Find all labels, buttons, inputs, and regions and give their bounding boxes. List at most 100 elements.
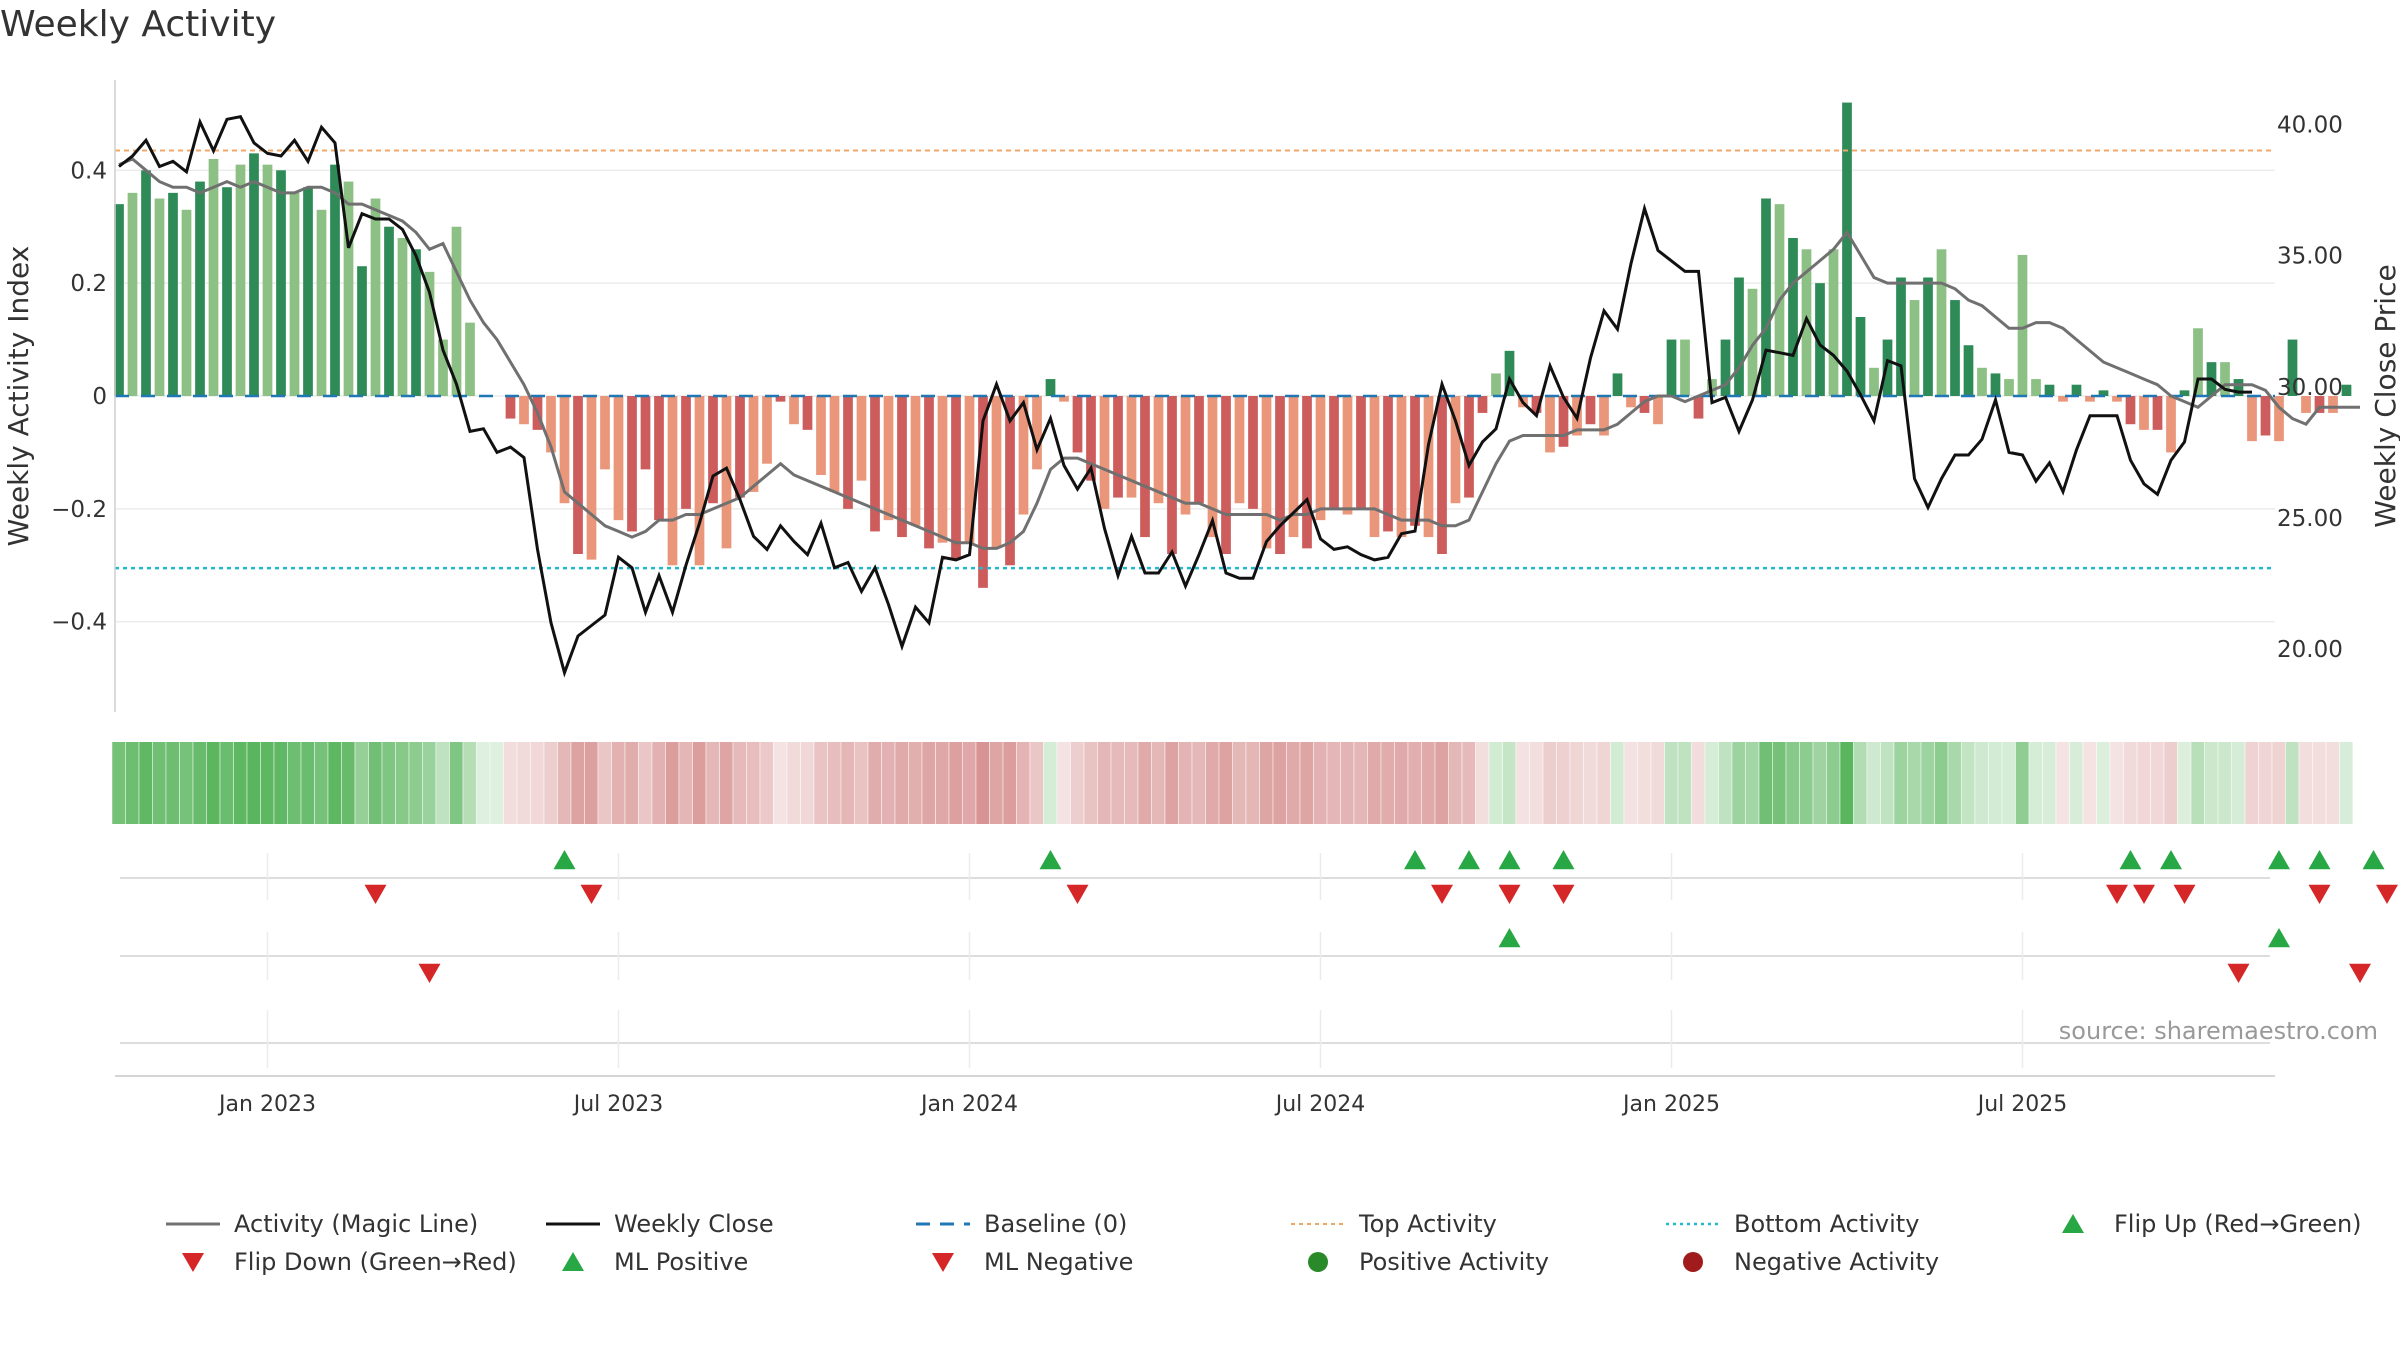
ml-negative-marker (2349, 963, 2371, 983)
activity-bar (721, 396, 732, 549)
heat-cell (2191, 742, 2205, 824)
activity-bar (1315, 396, 1326, 521)
heat-cell (301, 742, 315, 824)
activity-bar (775, 396, 786, 402)
heat-cell (1300, 742, 1314, 824)
activity-bar (195, 181, 205, 396)
heat-cell (1381, 742, 1395, 824)
activity-bar (1693, 396, 1704, 419)
activity-bar (1113, 396, 1123, 498)
tri-up-swatch (2062, 1214, 2084, 1233)
heat-cell (1759, 742, 1773, 824)
weekly-activity-chart: 0.4 0.2 0 −0.2 −0.4 40.00 35.00 30.00 25.00 20.00… (2, 80, 2400, 1117)
legend-item: ML Negative (910, 1243, 1133, 1281)
activity-bar (600, 396, 610, 470)
legend-label: Bottom Activity (1734, 1210, 1920, 1238)
legend-label: Negative Activity (1734, 1248, 1940, 1276)
heat-cell (1637, 742, 1651, 824)
heat-cell (1948, 742, 1962, 824)
heat-cell (2339, 742, 2353, 824)
activity-bar (1018, 396, 1029, 515)
activity-bar (1720, 339, 1731, 396)
heat-cell (260, 742, 274, 824)
heat-cell (1124, 742, 1138, 824)
activity-bar (2004, 379, 2014, 396)
activity-bar (1383, 396, 1393, 532)
activity-bar (802, 396, 813, 430)
heat-cell (1043, 742, 1057, 824)
heat-cell (1934, 742, 1948, 824)
x-tick-label: Jan 2024 (919, 1092, 1018, 1117)
activity-bar (2274, 396, 2284, 442)
activity-bar (1504, 350, 1515, 396)
activity-bar (1815, 283, 1825, 396)
ml-negative-marker (2227, 963, 2250, 983)
heat-cell (1745, 742, 1759, 824)
activity-bar (2233, 379, 2244, 396)
activity-bar (438, 339, 448, 396)
heat-cell (517, 742, 531, 824)
activity-bar (2247, 396, 2257, 442)
activity-bar (613, 396, 624, 521)
heat-cell (679, 742, 693, 824)
activity-bar (1059, 396, 1069, 402)
heat-cell (1327, 742, 1341, 824)
heat-cell (1421, 742, 1435, 824)
heat-cell (1138, 742, 1152, 824)
heat-cell (1516, 742, 1530, 824)
heat-cell (2258, 742, 2272, 824)
heat-cell (1799, 742, 1813, 824)
heat-cell (2110, 742, 2124, 824)
activity-bar (343, 181, 354, 396)
activity-bar (883, 396, 894, 521)
heat-cell (1273, 742, 1287, 824)
heat-cell (2056, 742, 2070, 824)
activity-bar (1612, 373, 1623, 396)
activity-bar (1234, 396, 1245, 504)
tri-up-swatch (562, 1252, 584, 1271)
heat-cell (1894, 742, 1908, 824)
activity-bar (1086, 396, 1096, 481)
heat-cell (166, 742, 180, 824)
heat-cell (1718, 742, 1732, 824)
heat-cell (719, 742, 733, 824)
heat-cell (125, 742, 139, 824)
flip-up-marker (2308, 850, 2331, 870)
activity-bar (829, 396, 840, 492)
activity-bar (1855, 317, 1866, 396)
activity-bar (1437, 396, 1447, 554)
activity-bar (303, 187, 313, 396)
heat-cell (1030, 742, 1044, 824)
heat-cell (2218, 742, 2232, 824)
heat-cell (503, 742, 517, 824)
heat-cell (1543, 742, 1557, 824)
heat-cell (1907, 742, 1921, 824)
heat-cell (1057, 742, 1071, 824)
activity-bar (1072, 396, 1083, 453)
ml-positive-marker (2268, 928, 2290, 948)
flip-up-marker (2160, 850, 2182, 870)
legend: Activity (Magic Line) Weekly Close Baselin… (160, 1205, 2400, 1285)
activity-bar (870, 396, 880, 532)
heat-cell (193, 742, 207, 824)
activity-bar (2071, 384, 2082, 396)
heat-cell (584, 742, 598, 824)
activity-bar (910, 396, 921, 526)
heat-cell (773, 742, 787, 824)
activity-bar (1464, 396, 1474, 498)
activity-bar (1450, 396, 1461, 504)
activity-bar (694, 396, 705, 566)
heat-cell (341, 742, 355, 824)
activity-bar (289, 192, 300, 396)
heat-cell (1354, 742, 1368, 824)
x-tick-label: Jul 2024 (1274, 1092, 1366, 1117)
heat-cell (1772, 742, 1786, 824)
flip-up-marker (1498, 850, 1521, 870)
heat-cell (881, 742, 895, 824)
heat-cell (1475, 742, 1489, 824)
activity-bar (1477, 396, 1488, 413)
y2-axis-label: Weekly Close Price (2369, 264, 2400, 527)
activity-bar (1963, 345, 1974, 396)
activity-bar (1140, 396, 1150, 538)
legend-item: ML Positive (540, 1243, 748, 1281)
